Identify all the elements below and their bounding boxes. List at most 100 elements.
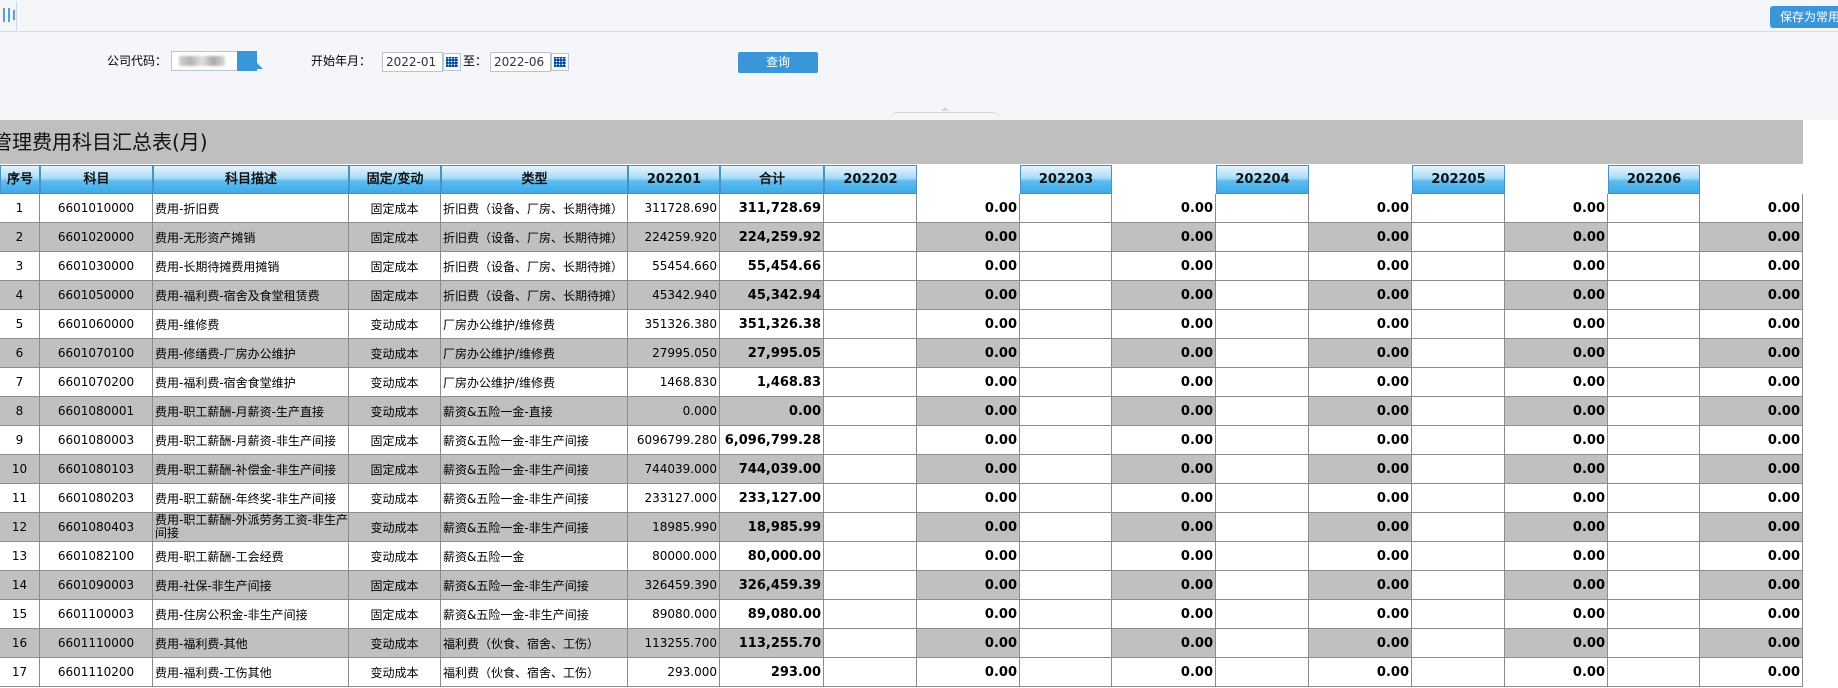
cell-desc: 费用-社保-非生产间接 — [153, 571, 349, 600]
table-row[interactable]: 3 6601030000 费用-长期待摊费用摊销 固定成本 折旧费（设备、厂房、长期待摊… — [0, 252, 1803, 281]
col-header-202201[interactable]: 202201 — [628, 165, 720, 194]
col-header-total[interactable]: 合计 — [720, 165, 824, 194]
cell-empty — [1020, 310, 1112, 339]
company-code-select[interactable] — [171, 51, 263, 71]
cell-zero: 0.00 — [1112, 368, 1216, 397]
cell-fixed: 变动成本 — [349, 629, 441, 658]
cell-total: 326,459.39 — [720, 571, 824, 600]
cell-empty — [1020, 252, 1112, 281]
cell-empty — [1216, 281, 1309, 310]
cell-desc: 费用-维修费 — [153, 310, 349, 339]
start-calendar-icon[interactable] — [443, 53, 461, 71]
cell-empty — [1608, 571, 1700, 600]
cell-fixed: 变动成本 — [349, 310, 441, 339]
cell-empty — [1608, 455, 1700, 484]
col-header-202203[interactable]: 202203 — [1020, 165, 1112, 194]
table-row[interactable]: 5 6601060000 费用-维修费 变动成本 厂房办公维护/维修费 351326.38… — [0, 310, 1803, 339]
table-row[interactable]: 2 6601020000 费用-无形资产摊销 固定成本 折旧费（设备、厂房、长期待摊） 2… — [0, 223, 1803, 252]
cell-zero: 0.00 — [1112, 426, 1216, 455]
table-row[interactable]: 17 6601110200 费用-福利费-工伤其他 变动成本 福利费（伙食、宿舍、工伤）… — [0, 658, 1803, 687]
cell-seq: 8 — [0, 397, 40, 426]
cell-seq: 11 — [0, 484, 40, 513]
start-month-input[interactable]: 2022-01 — [382, 52, 443, 72]
table-row[interactable]: 14 6601090003 费用-社保-非生产间接 固定成本 薪资&五险一金-非生产间接… — [0, 571, 1803, 600]
cell-account: 6601080001 — [40, 397, 153, 426]
col-header-202204[interactable]: 202204 — [1216, 165, 1309, 194]
table-row[interactable]: 4 6601050000 费用-福利费-宿舍及食堂租赁费 固定成本 折旧费（设备、厂房、… — [0, 281, 1803, 310]
cell-empty — [1412, 542, 1505, 571]
save-as-favorite-button[interactable]: 保存为常用 — [1770, 6, 1838, 28]
cell-empty — [824, 223, 917, 252]
cell-empty — [824, 542, 917, 571]
cell-zero: 0.00 — [1505, 310, 1608, 339]
cell-empty — [824, 368, 917, 397]
table-row[interactable]: 6 6601070100 费用-修缮费-厂房办公维护 变动成本 厂房办公维护/维修费 27… — [0, 339, 1803, 368]
table-row[interactable]: 9 6601080003 费用-职工薪酬-月薪资-非生产间接 固定成本 薪资&五险一金-… — [0, 426, 1803, 455]
table-row[interactable]: 15 6601100003 费用-住房公积金-非生产间接 固定成本 薪资&五险一金-非生… — [0, 600, 1803, 629]
table-row[interactable]: 7 6601070200 费用-福利费-宿舍食堂维护 变动成本 厂房办公维护/维修费 14… — [0, 368, 1803, 397]
table-row[interactable]: 10 6601080103 费用-职工薪酬-补偿金-非生产间接 固定成本 薪资&五险一金… — [0, 455, 1803, 484]
col-header-type[interactable]: 类型 — [441, 165, 628, 194]
cell-empty — [1412, 426, 1505, 455]
col-header-fixed[interactable]: 固定/变动 — [349, 165, 441, 194]
cell-empty — [1216, 455, 1309, 484]
cell-zero: 0.00 — [1309, 397, 1412, 426]
col-header-seq[interactable]: 序号 — [0, 165, 40, 194]
cell-total: 311,728.69 — [720, 194, 824, 223]
table-row[interactable]: 13 6601082100 费用-职工薪酬-工会经费 变动成本 薪资&五险一金 80000… — [0, 542, 1803, 571]
collapse-toggle[interactable] — [890, 107, 1000, 121]
query-button[interactable]: 查询 — [738, 52, 818, 73]
cell-empty — [1216, 629, 1309, 658]
cell-m1: 0.000 — [628, 397, 720, 426]
cell-empty — [1412, 368, 1505, 397]
cell-zero: 0.00 — [1112, 223, 1216, 252]
cell-account: 6601082100 — [40, 542, 153, 571]
cell-zero: 0.00 — [917, 484, 1020, 513]
cell-zero: 0.00 — [1700, 368, 1803, 397]
cell-zero: 0.00 — [917, 368, 1020, 397]
cell-empty — [1216, 600, 1309, 629]
cell-seq: 13 — [0, 542, 40, 571]
cell-type: 折旧费（设备、厂房、长期待摊） — [441, 281, 628, 310]
table-row[interactable]: 16 6601110000 费用-福利费-其他 变动成本 福利费（伙食、宿舍、工伤） 11… — [0, 629, 1803, 658]
cell-account: 6601100003 — [40, 600, 153, 629]
table-row[interactable]: 1 6601010000 费用-折旧费 固定成本 折旧费（设备、厂房、长期待摊） 3117… — [0, 194, 1803, 223]
cell-empty — [1020, 658, 1112, 687]
dropdown-icon[interactable] — [237, 51, 263, 71]
col-header-202202[interactable]: 202202 — [824, 165, 917, 194]
col-header-blank — [1700, 165, 1803, 194]
table-row[interactable]: 11 6601080203 费用-职工薪酬-年终奖-非生产间接 变动成本 薪资&五险一金… — [0, 484, 1803, 513]
cell-account: 6601070100 — [40, 339, 153, 368]
cell-account: 6601110000 — [40, 629, 153, 658]
end-month-input[interactable]: 2022-06 — [490, 52, 551, 72]
cell-zero: 0.00 — [917, 571, 1020, 600]
cell-zero: 0.00 — [1700, 426, 1803, 455]
cell-type: 厂房办公维护/维修费 — [441, 310, 628, 339]
toolbar-handle-icon[interactable] — [0, 2, 17, 30]
cell-empty — [1020, 223, 1112, 252]
col-header-202205[interactable]: 202205 — [1412, 165, 1505, 194]
cell-type: 薪资&五险一金-非生产间接 — [441, 484, 628, 513]
end-calendar-icon[interactable] — [551, 53, 569, 71]
cell-zero: 0.00 — [917, 310, 1020, 339]
cell-desc: 费用-修缮费-厂房办公维护 — [153, 339, 349, 368]
table-row[interactable]: 8 6601080001 费用-职工薪酬-月薪资-生产直接 变动成本 薪资&五险一金-直… — [0, 397, 1803, 426]
cell-empty — [1020, 455, 1112, 484]
cell-empty — [1412, 571, 1505, 600]
cell-desc: 费用-折旧费 — [153, 194, 349, 223]
table-row[interactable]: 12 6601080403 费用-职工薪酬-外派劳务工资-非生产间接 变动成本 薪资&五… — [0, 513, 1803, 542]
cell-zero: 0.00 — [1505, 194, 1608, 223]
col-header-desc[interactable]: 科目描述 — [153, 165, 349, 194]
col-header-202206[interactable]: 202206 — [1608, 165, 1700, 194]
cell-zero: 0.00 — [1112, 629, 1216, 658]
cell-desc: 费用-职工薪酬-月薪资-非生产间接 — [153, 426, 349, 455]
cell-empty — [1216, 194, 1309, 223]
cell-empty — [824, 194, 917, 223]
cell-zero: 0.00 — [917, 339, 1020, 368]
cell-total: 6,096,799.28 — [720, 426, 824, 455]
cell-empty — [1216, 484, 1309, 513]
cell-zero: 0.00 — [1309, 542, 1412, 571]
col-header-account[interactable]: 科目 — [40, 165, 153, 194]
cell-empty — [1412, 658, 1505, 687]
cell-empty — [1608, 397, 1700, 426]
